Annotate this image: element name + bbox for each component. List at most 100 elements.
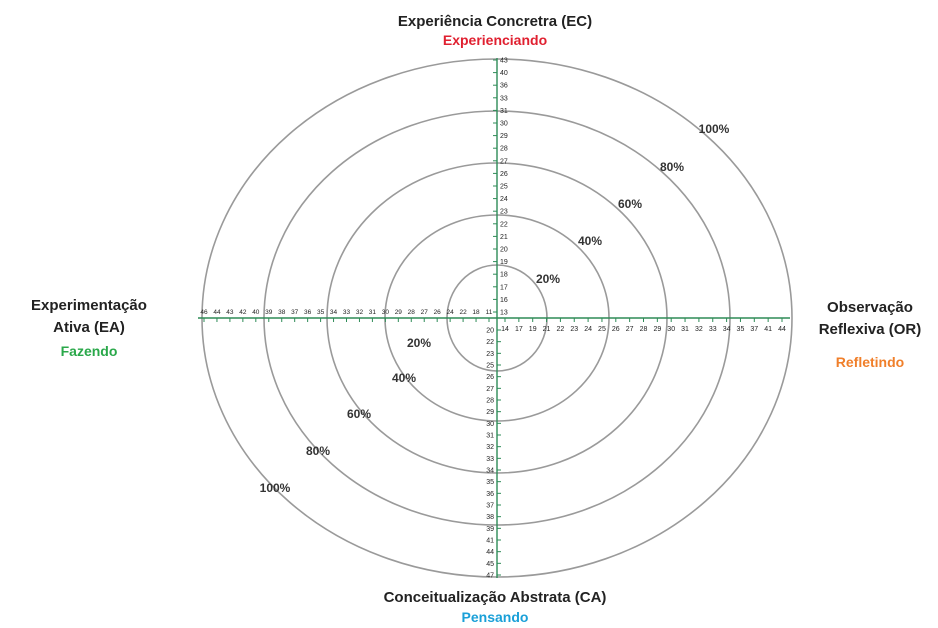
tick-label-down-26: 26: [486, 374, 494, 381]
tick-label-down-22: 22: [486, 339, 494, 346]
pole-top-title: Experiência Concretra (EC): [397, 13, 593, 30]
tick-label-right-27: 27: [626, 326, 634, 333]
tick-label-up-19: 19: [500, 259, 508, 266]
tick-label-up-29: 29: [500, 133, 508, 140]
tick-label-down-32: 32: [486, 444, 494, 451]
tick-label-left-28: 28: [408, 309, 416, 316]
tick-label-up-17: 17: [500, 284, 508, 291]
tick-label-up-30: 30: [500, 121, 508, 128]
ring-label-2-lower: 40%: [392, 371, 416, 385]
tick-label-up-28: 28: [500, 146, 508, 153]
pole-left-title-line2: Ativa (EA): [53, 319, 125, 336]
pole-right: Observação Reflexiva (OR) Refletindo: [800, 298, 938, 372]
tick-label-down-28: 28: [486, 398, 494, 405]
tick-label-left-35: 35: [317, 309, 325, 316]
tick-label-right-22: 22: [557, 326, 565, 333]
ring-label-4-lower: 80%: [306, 444, 330, 458]
pole-bottom-title: Conceitualização Abstrata (CA): [383, 589, 607, 606]
tick-label-up-43: 43: [500, 58, 508, 65]
tick-label-left-46: 46: [200, 309, 208, 316]
tick-label-down-34: 34: [486, 468, 494, 475]
pole-right-subtitle: Refletindo: [835, 354, 905, 370]
tick-label-left-43: 43: [226, 309, 234, 316]
tick-label-up-22: 22: [500, 221, 508, 228]
tick-label-down-38: 38: [486, 514, 494, 521]
tick-label-right-24: 24: [584, 326, 592, 333]
tick-label-down-36: 36: [486, 491, 494, 498]
tick-label-left-24: 24: [447, 309, 455, 316]
tick-label-right-21: 21: [543, 326, 551, 333]
tick-label-right-28: 28: [640, 326, 648, 333]
tick-label-up-13: 13: [500, 310, 508, 317]
tick-label-left-39: 39: [265, 309, 273, 316]
tick-label-down-39: 39: [486, 526, 494, 533]
tick-label-left-26: 26: [434, 309, 442, 316]
tick-label-left-22: 22: [459, 309, 467, 316]
tick-label-down-20: 20: [486, 328, 494, 335]
tick-label-down-31: 31: [486, 433, 494, 440]
tick-label-left-34: 34: [330, 309, 338, 316]
tick-label-right-19: 19: [529, 326, 537, 333]
tick-label-up-18: 18: [500, 272, 508, 279]
tick-label-up-24: 24: [500, 196, 508, 203]
tick-label-up-25: 25: [500, 184, 508, 191]
tick-label-up-20: 20: [500, 247, 508, 254]
pole-bottom: Conceitualização Abstrata (CA) Pensando: [330, 588, 660, 627]
tick-label-left-33: 33: [343, 309, 351, 316]
tick-label-down-33: 33: [486, 456, 494, 463]
tick-label-up-26: 26: [500, 171, 508, 178]
tick-label-down-29: 29: [486, 409, 494, 416]
ring-label-4-upper: 80%: [660, 160, 684, 174]
tick-label-down-37: 37: [486, 503, 494, 510]
ring-label-1-upper: 20%: [536, 272, 560, 286]
tick-label-up-40: 40: [500, 70, 508, 77]
tick-label-down-47: 47: [486, 573, 494, 580]
pole-right-title-line1: Observação: [827, 299, 913, 316]
tick-label-left-36: 36: [304, 309, 312, 316]
ring-label-3-upper: 60%: [618, 197, 642, 211]
tick-label-right-30: 30: [667, 326, 675, 333]
tick-label-up-36: 36: [500, 83, 508, 90]
tick-label-down-25: 25: [486, 363, 494, 370]
tick-label-left-38: 38: [278, 309, 286, 316]
tick-label-up-16: 16: [500, 297, 508, 304]
pole-top-subtitle: Experienciando: [442, 32, 548, 48]
pole-bottom-subtitle: Pensando: [461, 609, 529, 625]
tick-label-up-31: 31: [500, 108, 508, 115]
tick-label-left-40: 40: [252, 309, 260, 316]
tick-label-right-37: 37: [750, 326, 758, 333]
tick-label-right-34: 34: [723, 326, 731, 333]
tick-label-right-32: 32: [695, 326, 703, 333]
tick-label-left-44: 44: [213, 309, 221, 316]
tick-label-right-17: 17: [515, 326, 523, 333]
tick-label-down-45: 45: [486, 561, 494, 568]
pole-left-subtitle: Fazendo: [60, 343, 118, 359]
tick-label-left-27: 27: [421, 309, 429, 316]
tick-label-right-25: 25: [598, 326, 606, 333]
tick-label-right-26: 26: [612, 326, 620, 333]
tick-label-down-23: 23: [486, 351, 494, 358]
tick-label-left-11: 11: [486, 309, 493, 316]
tick-label-left-30: 30: [382, 309, 390, 316]
tick-label-left-32: 32: [356, 309, 364, 316]
tick-label-left-18: 18: [472, 309, 480, 316]
ring-label-1-lower: 20%: [407, 336, 431, 350]
tick-label-right-35: 35: [737, 326, 745, 333]
pole-top: Experiência Concretra (EC) Experienciand…: [340, 12, 650, 50]
tick-label-right-31: 31: [681, 326, 689, 333]
ring-label-3-lower: 60%: [347, 407, 371, 421]
tick-label-right-41: 41: [764, 326, 772, 333]
ring-label-2-upper: 40%: [578, 234, 602, 248]
tick-label-left-31: 31: [369, 309, 377, 316]
tick-label-up-23: 23: [500, 209, 508, 216]
tick-label-right-44: 44: [778, 326, 786, 333]
tick-label-down-41: 41: [486, 538, 494, 545]
pole-left-title-line1: Experimentação: [31, 297, 147, 314]
tick-label-right-14: 14: [501, 326, 509, 333]
tick-label-up-27: 27: [500, 158, 508, 165]
tick-label-right-23: 23: [570, 326, 578, 333]
tick-label-down-44: 44: [486, 549, 494, 556]
tick-label-right-33: 33: [709, 326, 717, 333]
